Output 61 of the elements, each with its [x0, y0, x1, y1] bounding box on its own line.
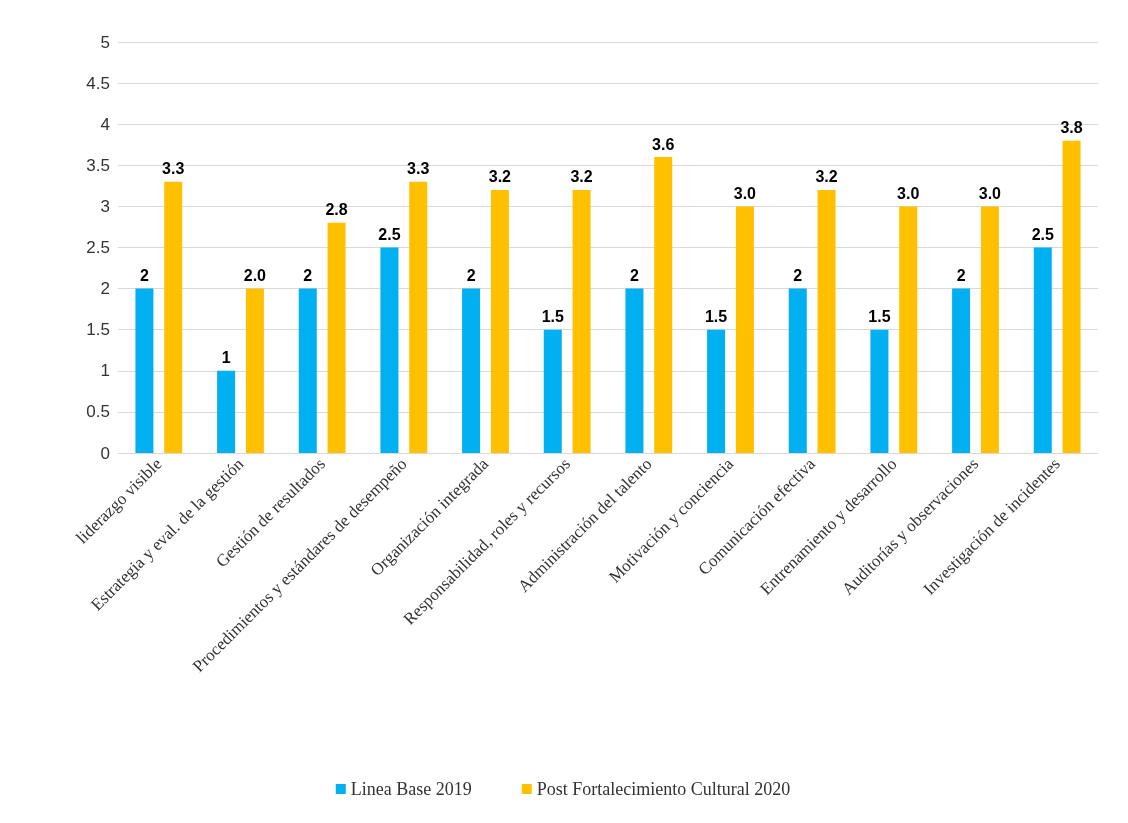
data-label: 2: [956, 267, 966, 285]
bar: [462, 288, 481, 453]
bar: [735, 206, 754, 453]
bar: [409, 181, 428, 453]
data-label: 2: [466, 267, 476, 285]
y-tick-label: 2: [100, 279, 110, 299]
bar: [654, 157, 673, 453]
data-label: 3.6: [652, 135, 675, 153]
bar: [952, 288, 971, 453]
bar: [298, 288, 317, 453]
data-label: 2.5: [1031, 226, 1054, 243]
data-label: 3.3: [407, 160, 430, 178]
y-tick-label: 0: [100, 443, 110, 463]
bar: [245, 288, 264, 453]
bar: [817, 189, 836, 453]
data-label: 1: [221, 349, 231, 367]
bar: [217, 370, 236, 453]
bar: [164, 181, 183, 453]
data-label: 3.0: [897, 184, 920, 202]
data-label: 3.2: [488, 168, 512, 186]
data-label: 1.5: [868, 308, 891, 326]
y-tick-label: 4: [100, 114, 110, 134]
y-tick-label: 5: [100, 32, 110, 52]
bar: [135, 288, 154, 453]
bar: [543, 329, 562, 453]
bar: [327, 222, 346, 453]
data-label: 3.2: [815, 168, 838, 186]
bar: [788, 288, 807, 453]
data-label: 3.2: [570, 168, 593, 186]
data-label: 3.0: [733, 184, 757, 202]
bar: [1062, 140, 1081, 453]
data-label: 2.5: [378, 226, 401, 243]
data-label: 2: [629, 267, 639, 285]
data-label: 3.3: [162, 160, 185, 178]
y-tick-label: 3.5: [86, 155, 110, 175]
data-label: 2.0: [243, 267, 267, 285]
data-label: 1.5: [704, 308, 728, 326]
bar: [980, 206, 999, 453]
bar: [380, 247, 399, 453]
bar: [899, 206, 918, 453]
data-label: 2.8: [325, 201, 348, 219]
y-tick-label: 2.5: [86, 238, 110, 257]
data-label: 3.8: [1060, 119, 1083, 137]
bar: [1033, 247, 1052, 453]
bar: [707, 329, 726, 453]
y-tick-label: 1: [100, 361, 110, 381]
data-label: 2: [303, 267, 313, 285]
y-tick-label: 3: [100, 196, 110, 216]
bar: [490, 189, 509, 453]
bar: [572, 189, 591, 453]
data-label: 2: [793, 267, 803, 285]
bar: [625, 288, 644, 453]
y-tick-label: 4.5: [86, 73, 110, 93]
legend-label: Post Fortalecimiento Cultural 2020: [536, 779, 791, 799]
y-tick-label: 0.5: [86, 402, 110, 422]
bar: [870, 329, 889, 453]
data-label: 2: [139, 267, 149, 285]
y-tick-label: 1.5: [86, 320, 110, 340]
data-label: 1.5: [541, 308, 564, 326]
data-label: 3.0: [978, 184, 1002, 202]
legend-label: Linea Base 2019: [350, 779, 472, 799]
